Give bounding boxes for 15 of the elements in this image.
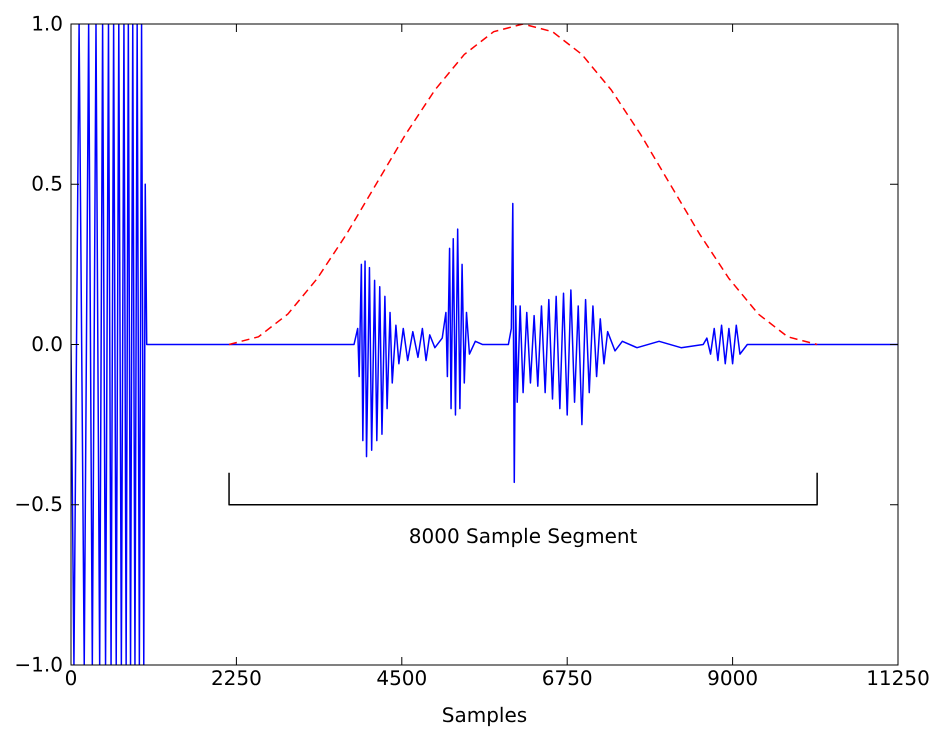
x-tick-label: 0 bbox=[64, 666, 78, 690]
y-tick-label: 0.0 bbox=[31, 332, 63, 356]
line-series bbox=[228, 24, 818, 346]
y-tick-label: 0.5 bbox=[31, 172, 63, 196]
annotation: 8000 Sample Segment bbox=[408, 524, 638, 548]
x-tick-label: 11250 bbox=[866, 666, 930, 690]
y-tick-label: −1.0 bbox=[14, 652, 63, 676]
x-tick-label: 2250 bbox=[210, 666, 262, 690]
y-tick-label: 1.0 bbox=[31, 11, 63, 36]
y-tick-label: −0.5 bbox=[14, 492, 63, 516]
line-series bbox=[71, 24, 898, 665]
x-tick-label: 4500 bbox=[376, 666, 428, 690]
x-tick-label: 6750 bbox=[542, 666, 593, 690]
x-axis-title: Samples bbox=[442, 703, 528, 727]
x-tick-label: 9000 bbox=[707, 666, 758, 690]
